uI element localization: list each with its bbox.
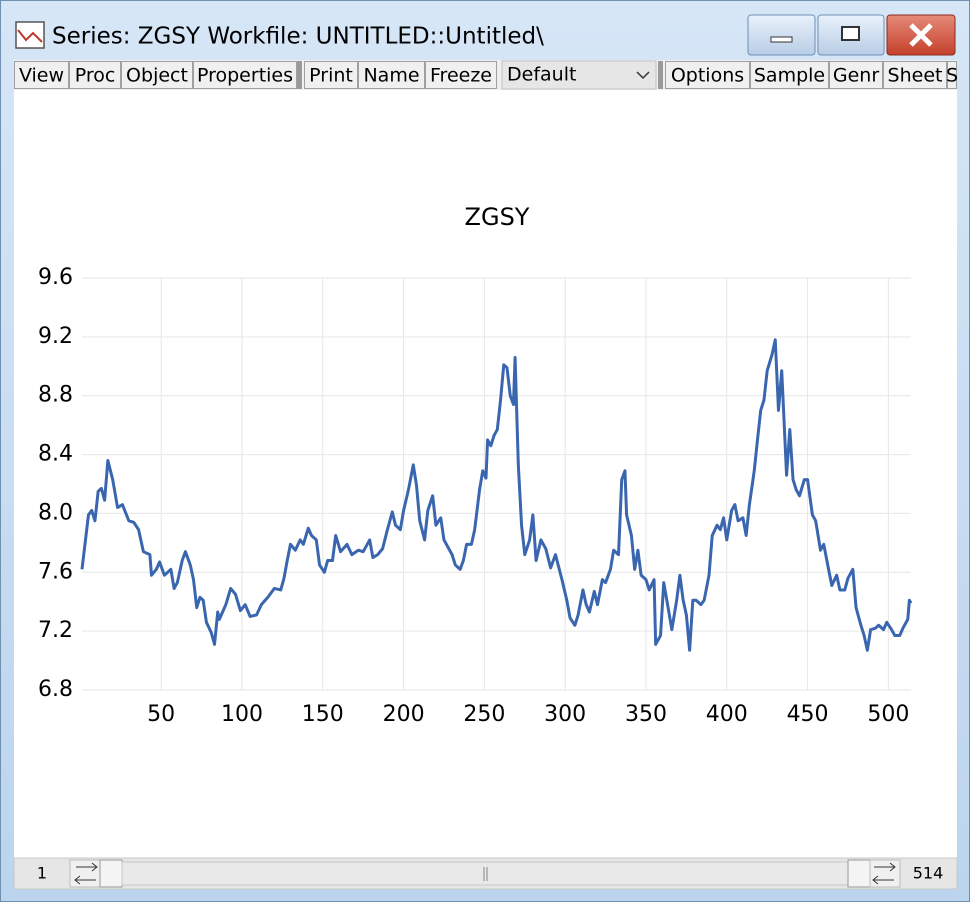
toolbar-button[interactable]: Genr [829, 61, 883, 89]
button-face[interactable] [193, 61, 297, 89]
view-dropdown[interactable]: Default [501, 60, 657, 90]
toolbar-button[interactable]: View [14, 61, 69, 89]
app-icon [15, 21, 45, 49]
button-face[interactable] [358, 61, 425, 89]
button-face[interactable] [69, 61, 121, 89]
button-label[interactable]: Proc [75, 65, 116, 87]
separator [658, 61, 663, 89]
chart-title: ZGSY [465, 203, 530, 231]
x-tick-label: 250 [463, 702, 505, 727]
button-label[interactable]: Name [363, 65, 419, 87]
y-tick-label: 8.8 [38, 383, 73, 408]
y-tick-label: 7.2 [38, 618, 73, 643]
minimize-button[interactable] [747, 14, 816, 56]
button-label[interactable]: Properties [197, 65, 293, 87]
toolbar-button[interactable]: Properties [193, 61, 297, 89]
x-tick-label: 100 [221, 702, 263, 727]
button-label[interactable]: S [946, 65, 958, 87]
button-face[interactable] [665, 61, 750, 89]
toolbar-button[interactable]: Print [304, 61, 358, 89]
dropdown-arrow[interactable] [636, 71, 650, 80]
button-face[interactable] [947, 61, 957, 89]
button-label[interactable]: Print [309, 65, 353, 87]
toolbar-button[interactable]: Name [358, 61, 425, 89]
close-button[interactable] [886, 14, 956, 56]
button-label[interactable]: Genr [833, 65, 879, 87]
y-tick-label: 8.4 [38, 442, 73, 467]
button-label[interactable]: Sheet [888, 65, 943, 87]
toolbar-button[interactable]: Object [121, 61, 193, 89]
x-tick-label: 200 [383, 702, 425, 727]
toolbar-button[interactable]: Proc [69, 61, 121, 89]
maximize-button[interactable] [817, 14, 885, 56]
toolbar-button[interactable]: Freeze [425, 61, 497, 89]
x-tick-label: 300 [544, 702, 586, 727]
separator [297, 61, 302, 89]
series-line [80, 338, 913, 652]
y-tick-label: 8.0 [38, 500, 73, 525]
window-title: Series: ZGSY Workfile: UNTITLED::Untitle… [52, 24, 544, 50]
button-label[interactable]: Object [126, 65, 188, 87]
x-tick-label: 500 [867, 702, 909, 727]
button-label[interactable]: Options [671, 65, 744, 87]
button-face[interactable] [750, 61, 829, 89]
x-tick-label: 50 [147, 702, 175, 727]
x-tick-label: 150 [302, 702, 344, 727]
y-tick-label: 6.8 [38, 677, 73, 702]
y-tick-label: 9.2 [38, 324, 73, 349]
toolbar-button[interactable]: Sheet [883, 61, 947, 89]
button-label[interactable]: Freeze [430, 65, 492, 87]
dropdown-face[interactable] [501, 60, 657, 90]
toolbar-button[interactable]: Sample [750, 61, 829, 89]
toolbar-button[interactable]: Options [665, 61, 750, 89]
y-tick-label: 9.6 [38, 265, 73, 290]
button-face[interactable] [304, 61, 358, 89]
button-face[interactable] [14, 61, 69, 89]
button-face[interactable] [121, 61, 193, 89]
scroll-start: 1 [37, 864, 47, 883]
button-label[interactable]: View [19, 65, 64, 87]
y-tick-label: 7.6 [38, 559, 73, 584]
scrollbar [13, 857, 958, 890]
scroll-end: 514 [913, 864, 944, 883]
button-face[interactable] [883, 61, 947, 89]
x-tick-label: 350 [625, 702, 667, 727]
dropdown-label[interactable]: Default [507, 64, 576, 86]
toolbar-button[interactable]: S [946, 61, 958, 89]
chart: ZGSY 6.8 7.2 7.6 8.0 8.4 8.8 9.2 9.6 50 100 150 200… [38, 203, 913, 727]
x-tick-label: 400 [706, 702, 748, 727]
button-face[interactable] [425, 61, 497, 89]
button-face[interactable] [829, 61, 883, 89]
button-label[interactable]: Sample [754, 65, 825, 87]
x-tick-label: 450 [787, 702, 829, 727]
